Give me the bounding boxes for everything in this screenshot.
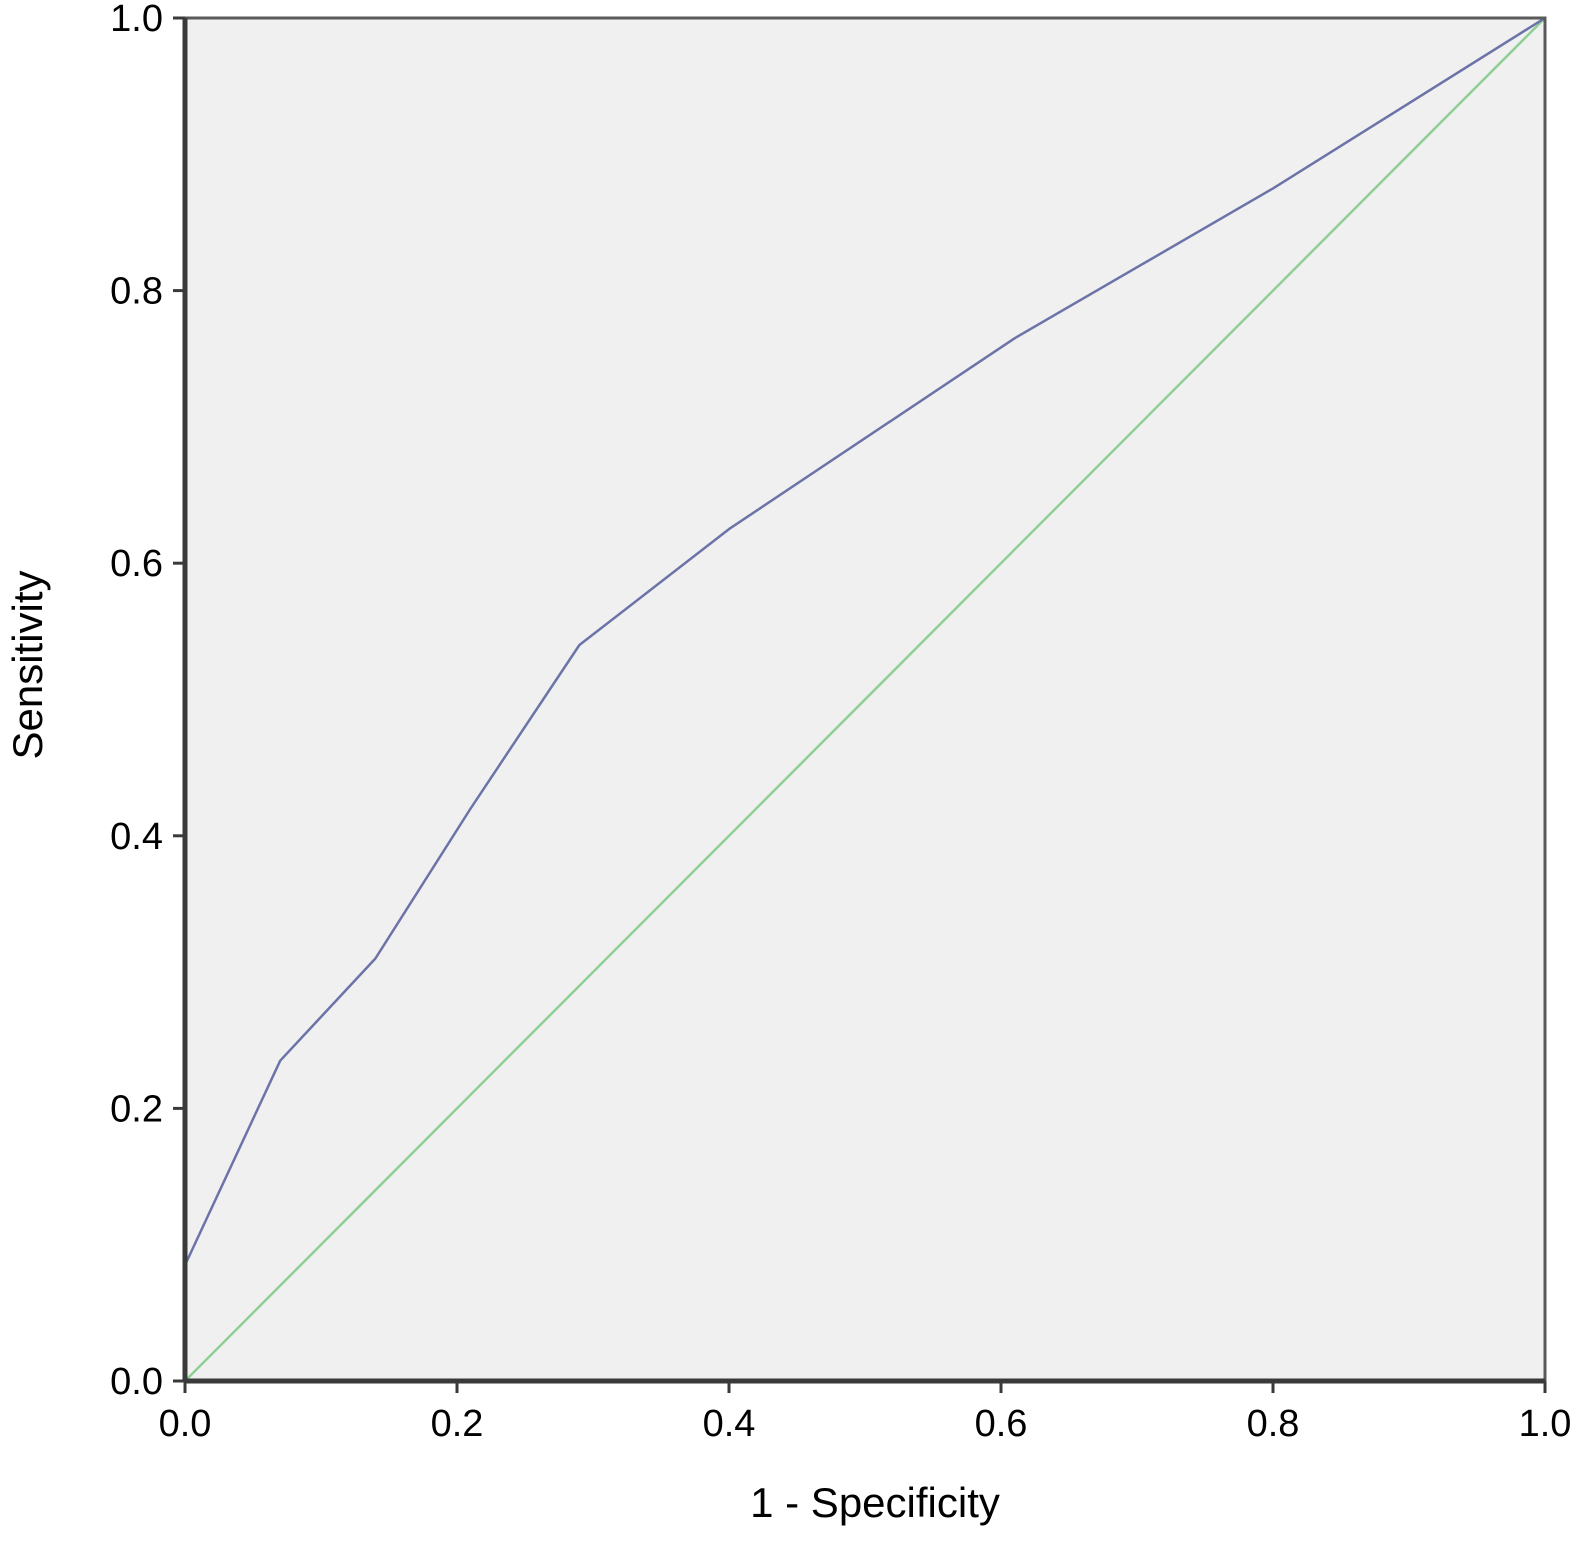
roc-curve-line: [183, 16, 1546, 1381]
x-tick-label: 0.0: [159, 1403, 212, 1445]
y-axis-ticks: 0.0 0.2 0.4 0.6 0.8 1.0: [110, 0, 185, 1403]
y-tick-label: 0.4: [110, 816, 163, 858]
y-tick-label: 0.2: [110, 1088, 163, 1130]
y-axis-title: Sensitivity: [4, 570, 51, 759]
reference-diagonal-line: [184, 17, 1546, 1382]
x-tick-label: 0.4: [703, 1403, 756, 1445]
x-tick-label: 0.6: [975, 1403, 1028, 1445]
x-tick-label: 1.0: [1519, 1403, 1572, 1445]
x-tick-label: 0.2: [431, 1403, 484, 1445]
y-tick-label: 1.0: [110, 0, 163, 40]
y-tick-label: 0.8: [110, 271, 163, 313]
series-layer: [183, 16, 1546, 1382]
x-axis-title: 1 - Specificity: [750, 1479, 1000, 1526]
y-tick-label: 0.0: [110, 1361, 163, 1403]
x-axis-ticks: 0.0 0.2 0.4 0.6 0.8 1.0: [159, 1381, 1572, 1445]
x-tick-label: 0.8: [1247, 1403, 1300, 1445]
y-tick-label: 0.6: [110, 543, 163, 585]
